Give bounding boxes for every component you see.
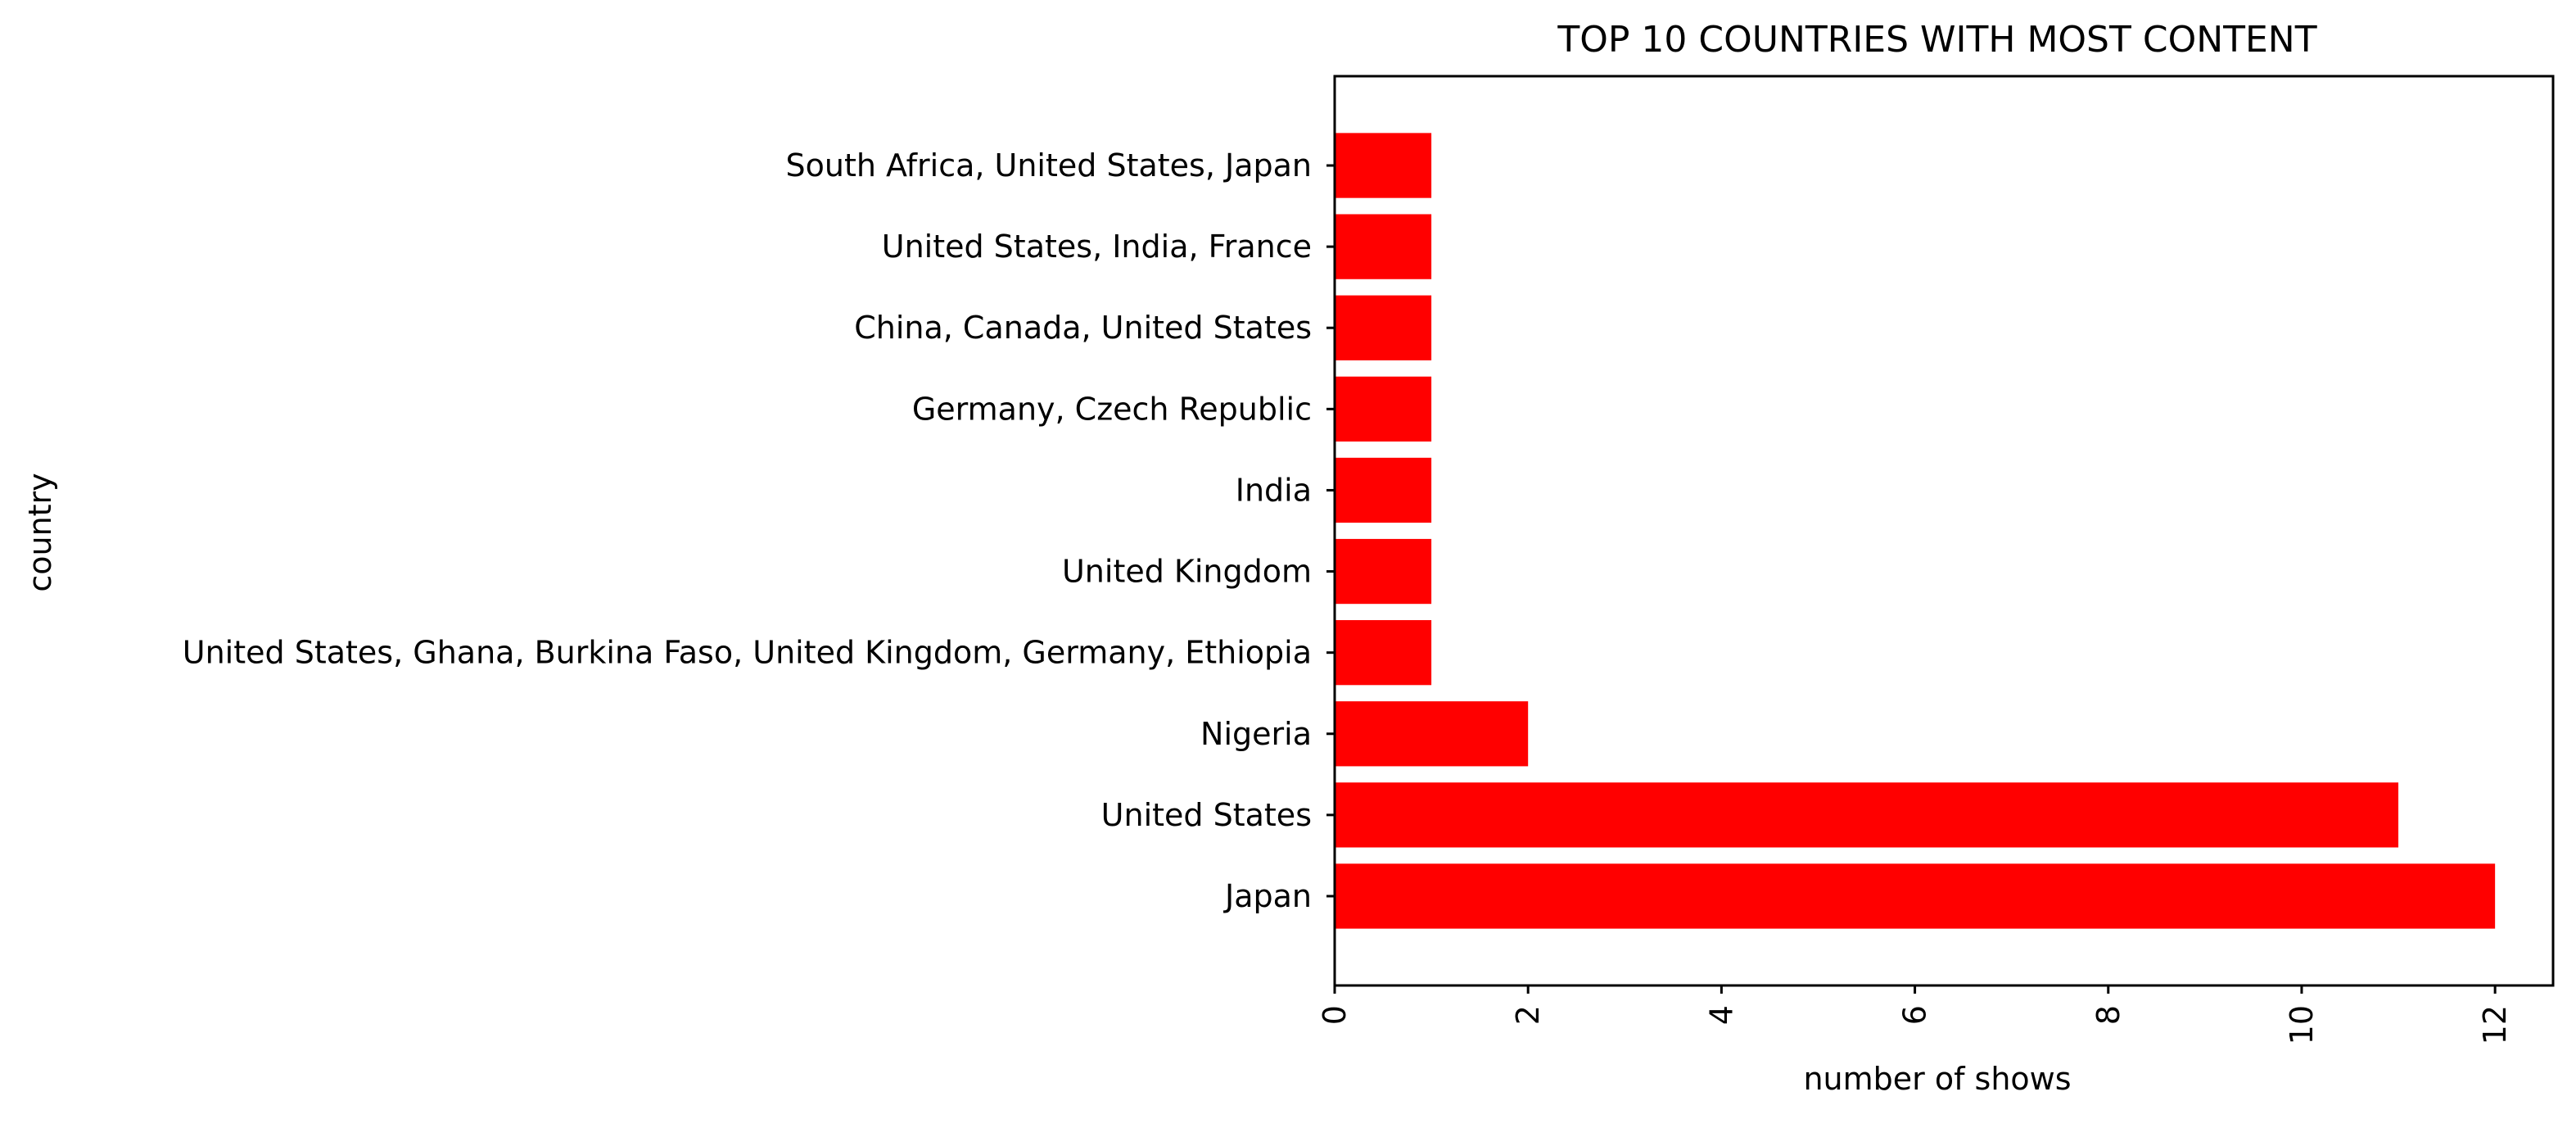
- bar: [1335, 782, 2399, 848]
- x-tick-label: 8: [2090, 1005, 2126, 1025]
- y-axis-label: country: [22, 473, 58, 591]
- y-tick-label: India: [1236, 472, 1312, 508]
- x-tick-label: 12: [2477, 1005, 2513, 1044]
- x-tick-label: 6: [1897, 1005, 1933, 1025]
- bar: [1335, 620, 1432, 686]
- y-tick-label: South Africa, United States, Japan: [785, 147, 1312, 183]
- bar: [1335, 214, 1432, 279]
- plot-frame: [1333, 75, 2555, 987]
- x-tick-label: 2: [1510, 1005, 1546, 1025]
- x-tick-label: 10: [2284, 1005, 2320, 1044]
- x-tick-label: 4: [1703, 1005, 1739, 1025]
- bar: [1335, 133, 1432, 198]
- y-tick-label: United States: [1101, 797, 1312, 833]
- chart-title: TOP 10 COUNTRIES WITH MOST CONTENT: [1557, 19, 2316, 61]
- bar: [1335, 457, 1432, 523]
- bar: [1335, 538, 1432, 605]
- bar: [1335, 295, 1432, 360]
- bar: [1335, 701, 1529, 767]
- y-tick-label: Germany, Czech Republic: [912, 391, 1312, 427]
- y-tick-label: Nigeria: [1200, 716, 1312, 752]
- bar: [1335, 376, 1432, 442]
- bars: [1335, 133, 2496, 929]
- y-tick-label: United States, India, France: [882, 229, 1312, 265]
- y-ticks: Japan United States Nigeria United States, …: [183, 147, 1335, 914]
- y-tick-label: Japan: [1223, 878, 1312, 914]
- x-tick-label: 0: [1317, 1005, 1353, 1025]
- y-tick-label: China, Canada, United States: [854, 310, 1312, 346]
- y-tick-label: United States, Ghana, Burkina Faso, Unit…: [183, 635, 1312, 671]
- x-ticks: 0 2 4 6 8 10 12: [1317, 985, 2513, 1044]
- x-axis-label: number of shows: [1803, 1061, 2071, 1097]
- bar: [1335, 863, 2496, 929]
- y-tick-label: United Kingdom: [1062, 554, 1312, 590]
